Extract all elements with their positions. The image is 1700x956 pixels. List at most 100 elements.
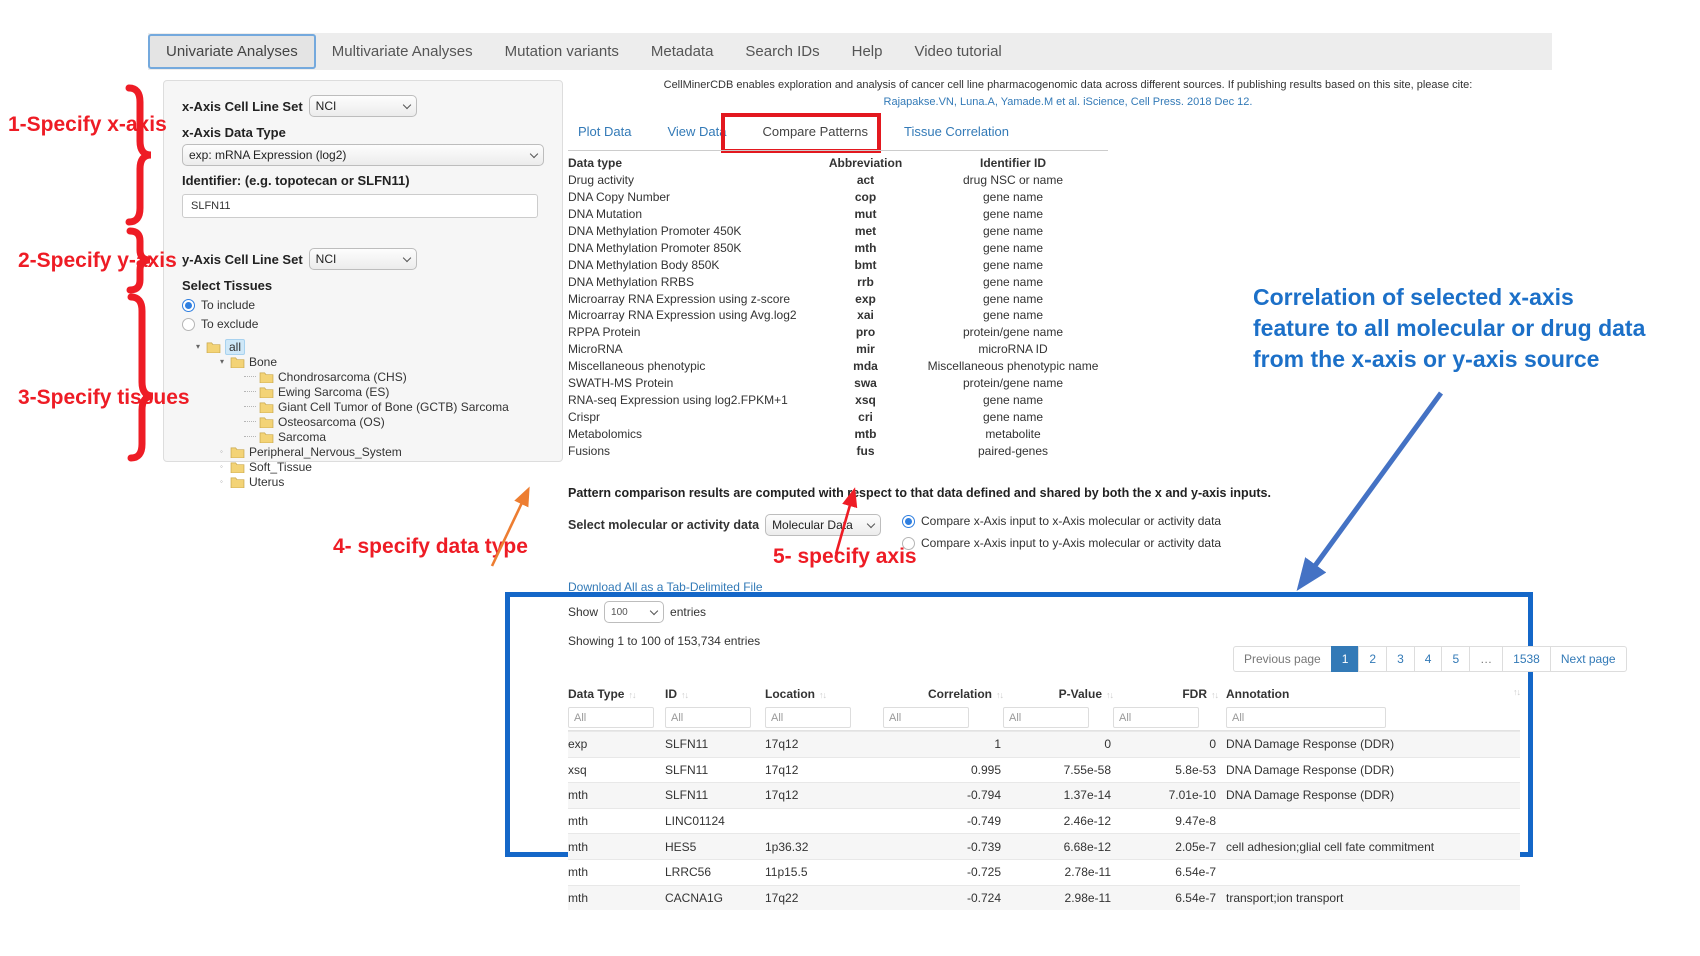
table-row: Miscellaneous phenotypic mda Miscellaneous…	[568, 358, 1108, 375]
subtab-view-data[interactable]: View Data	[667, 124, 727, 139]
table-row[interactable]: xsq SLFN11 17q12 0.995 7.55e-58 5.8e-53 DNA Da…	[568, 756, 1520, 783]
x-axis-cell-line-set-select[interactable]: NCI	[308, 95, 417, 117]
page-button-4[interactable]: 4	[1413, 646, 1443, 672]
annotation-correlation-note: Correlation of selected x-axis feature t…	[1253, 284, 1646, 373]
filter-location-input[interactable]	[765, 707, 851, 728]
table-row[interactable]: mth CACNA1G 17q22 -0.724 2.98e-11 6.54e-7 tran…	[568, 884, 1520, 911]
header-location[interactable]: Location ↑↓	[765, 687, 827, 701]
cell: 2.46e-12	[1063, 814, 1111, 829]
subtab-tissue-correlation[interactable]: Tissue Correlation	[904, 124, 1010, 139]
tree-node-gctb-sarcoma[interactable]: Giant Cell Tumor of Bone (GCTB) Sarcoma	[182, 399, 544, 414]
tree-node-all[interactable]: ▾ all	[182, 338, 544, 355]
cell: SLFN11	[665, 737, 709, 752]
sort-icon[interactable]: ↑↓	[1211, 690, 1219, 700]
caret-down-icon[interactable]: ▾	[220, 357, 225, 366]
filter-data-type-input[interactable]	[568, 707, 654, 728]
sort-icon[interactable]: ↑↓	[996, 690, 1004, 700]
y-axis-cell-line-set-select[interactable]: NCI	[308, 248, 417, 270]
tab-video-tutorial[interactable]: Video tutorial	[914, 43, 1002, 60]
tree-node-peripheral-nervous-system[interactable]: ◦ Peripheral_Nervous_System	[182, 444, 544, 459]
sort-icon[interactable]: ↑↓	[1513, 687, 1521, 697]
header-fdr[interactable]: FDR ↑↓	[1182, 687, 1219, 701]
cell: mth	[568, 788, 589, 803]
filter-p-value-input[interactable]	[1003, 707, 1089, 728]
folder-icon	[259, 431, 274, 443]
table-row: DNA Copy Number cop gene name	[568, 189, 1108, 206]
cell: 6.54e-7	[1175, 890, 1216, 905]
cell: LRRC56	[665, 865, 712, 880]
sort-icon[interactable]: ↑↓	[628, 690, 636, 700]
caret-collapsed-icon[interactable]: ◦	[220, 462, 223, 471]
filter-annotation-input[interactable]	[1226, 707, 1386, 728]
table-row[interactable]: mth LINC01124 -0.749 2.46e-12 9.47e-8	[568, 807, 1520, 834]
tree-node-uterus[interactable]: ◦ Uterus	[182, 474, 544, 489]
to-include-radio[interactable]	[182, 298, 195, 312]
page-button-2[interactable]: 2	[1358, 646, 1388, 672]
citation-link[interactable]: Rajapakse.VN, Luna.A, Yamade.M et al. iS…	[883, 96, 1253, 108]
table-row: Crispr cri gene name	[568, 408, 1108, 425]
tree-node-bone[interactable]: ▾ Bone	[182, 354, 544, 369]
cell: 0.995	[970, 762, 1001, 777]
cell: 17q12	[765, 788, 799, 803]
identifier-input[interactable]	[182, 194, 538, 218]
header-id[interactable]: ID ↑↓	[665, 687, 689, 701]
cell: 2.05e-7	[1175, 839, 1216, 854]
filter-fdr-input[interactable]	[1113, 707, 1199, 728]
sort-icon[interactable]: ↑↓	[819, 690, 827, 700]
cell: 1p36.32	[765, 839, 809, 854]
x-axis-cell-line-set-label: x-Axis Cell Line Set	[182, 98, 303, 114]
page-button-5[interactable]: 5	[1441, 646, 1471, 672]
filter-id-input[interactable]	[665, 707, 751, 728]
subtab-plot-data[interactable]: Plot Data	[578, 124, 632, 139]
tab-help[interactable]: Help	[851, 43, 883, 60]
previous-page-button[interactable]: Previous page	[1233, 646, 1332, 672]
to-exclude-radio[interactable]	[182, 317, 195, 331]
page-button-1[interactable]: 1	[1330, 646, 1360, 672]
tree-node-osteosarcoma[interactable]: Osteosarcoma (OS)	[182, 414, 544, 429]
top-navbar: Univariate Analyses Multivariate Analyse…	[148, 33, 1552, 70]
cell: gene name	[982, 240, 1044, 255]
sort-icon[interactable]: ↑↓	[1106, 690, 1114, 700]
cell: DNA Damage Response (DDR)	[1226, 737, 1395, 752]
table-row[interactable]: mth SLFN11 17q12 -0.794 1.37e-14 7.01e-10 DNA …	[568, 782, 1520, 808]
x-axis-data-type-select[interactable]: exp: mRNA Expression (log2)	[182, 144, 544, 166]
molecular-data-select[interactable]: Molecular Data	[765, 514, 882, 536]
folder-icon	[230, 476, 245, 488]
header-annotation[interactable]: Annotation ↑↓	[1226, 687, 1521, 701]
tab-metadata[interactable]: Metadata	[650, 43, 714, 60]
tab-univariate-analyses[interactable]: Univariate Analyses	[148, 34, 316, 69]
next-page-button[interactable]: Next page	[1549, 646, 1627, 672]
cell: transport;ion transport	[1226, 890, 1344, 905]
page-button-3[interactable]: 3	[1386, 646, 1415, 672]
page-button-1538[interactable]: 1538	[1502, 646, 1551, 672]
caret-collapsed-icon[interactable]: ◦	[220, 477, 223, 486]
x-axis-cell-line-set-value: NCI	[315, 99, 337, 113]
tree-node-sarcoma[interactable]: Sarcoma	[182, 429, 544, 444]
tree-node-ewing-sarcoma[interactable]: Ewing Sarcoma (ES)	[182, 384, 544, 399]
tab-search-ids[interactable]: Search IDs	[745, 43, 820, 60]
y-axis-cell-line-set-label: y-Axis Cell Line Set	[182, 251, 303, 267]
header-p-value[interactable]: P-Value ↑↓	[1058, 687, 1114, 701]
table-row[interactable]: exp SLFN11 17q12 1 0 0 DNA Damage Response (DD…	[568, 731, 1520, 757]
header-data-type[interactable]: Data Type ↑↓	[568, 687, 636, 701]
filter-correlation-input[interactable]	[883, 707, 969, 728]
tab-mutation-variants[interactable]: Mutation variants	[504, 43, 619, 60]
compare-x-axis-radio[interactable]	[902, 514, 915, 528]
table-row[interactable]: mth LRRC56 11p15.5 -0.725 2.78e-11 6.54e-7	[568, 858, 1520, 885]
tree-node-chondrosarcoma[interactable]: Chondrosarcoma (CHS)	[182, 369, 544, 384]
tissue-tree: ▾ all ▾ Bone Chondrosarcoma (CHS) Ewing …	[182, 338, 544, 489]
caret-down-icon[interactable]: ▾	[196, 342, 201, 351]
compare-y-axis-radio[interactable]	[902, 536, 915, 550]
tree-node-soft-tissue[interactable]: ◦ Soft_Tissue	[182, 459, 544, 474]
header-correlation[interactable]: Correlation ↑↓	[927, 687, 1004, 701]
subtab-compare-patterns[interactable]: Compare Patterns	[762, 124, 869, 139]
cell: mth	[568, 890, 589, 905]
show-entries-select[interactable]: 100	[604, 601, 665, 623]
table-row[interactable]: mth HES5 1p36.32 -0.739 6.68e-12 2.05e-7 cell …	[568, 833, 1520, 859]
caret-collapsed-icon[interactable]: ◦	[220, 447, 223, 456]
tab-multivariate-analyses[interactable]: Multivariate Analyses	[331, 43, 473, 60]
sort-icon[interactable]: ↑↓	[681, 690, 689, 700]
download-all-link[interactable]: Download All as a Tab-Delimited File	[568, 580, 763, 594]
select-tissues-label: Select Tissues	[182, 278, 273, 293]
cell: DNA Methylation RRBS	[568, 274, 695, 289]
